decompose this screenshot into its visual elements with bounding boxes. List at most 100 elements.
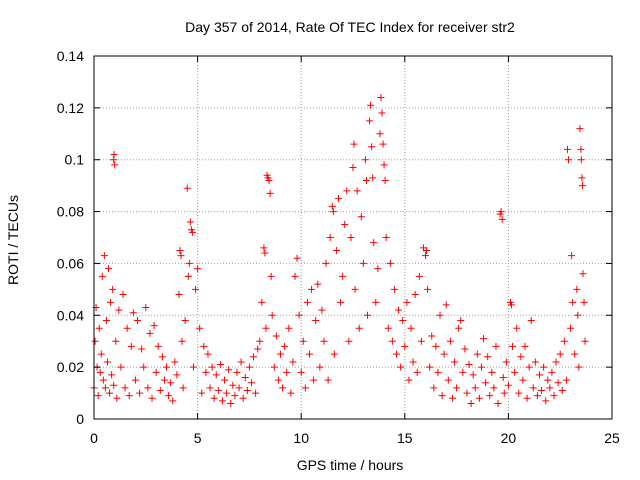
data-point	[138, 345, 146, 353]
data-point	[417, 337, 425, 345]
data-point	[535, 371, 543, 379]
data-point	[163, 363, 171, 371]
data-point	[235, 384, 243, 392]
data-point	[463, 389, 471, 397]
data-point	[189, 363, 197, 371]
data-point	[200, 342, 208, 350]
data-point	[110, 151, 118, 159]
data-point	[223, 389, 231, 397]
data-point	[399, 316, 407, 324]
data-point	[486, 392, 494, 400]
data-point	[183, 184, 191, 192]
data-point	[548, 368, 556, 376]
data-point	[177, 252, 185, 260]
data-point	[374, 265, 382, 273]
data-point	[239, 394, 247, 402]
data-point	[436, 311, 444, 319]
data-point	[560, 337, 568, 345]
data-point	[533, 392, 541, 400]
data-point	[542, 397, 550, 405]
data-point	[301, 384, 309, 392]
plot-frame	[93, 55, 613, 420]
data-point	[380, 161, 388, 169]
data-point	[328, 202, 336, 210]
data-point	[237, 358, 245, 366]
data-point	[121, 384, 129, 392]
data-point	[568, 252, 576, 260]
data-point	[498, 215, 506, 223]
data-point	[252, 389, 260, 397]
data-point	[455, 324, 463, 332]
data-point	[305, 350, 313, 358]
data-point	[196, 324, 204, 332]
data-point	[95, 324, 103, 332]
data-point	[368, 143, 376, 151]
data-point	[289, 358, 297, 366]
data-point	[393, 350, 401, 358]
x-tick-label: 0	[90, 430, 98, 446]
x-axis-ticks: 0 5 10 15 20 25	[90, 56, 620, 446]
data-point	[423, 246, 431, 254]
data-point	[405, 376, 413, 384]
data-point	[268, 311, 276, 319]
data-point	[457, 316, 465, 324]
data-point	[409, 358, 417, 366]
y-tick-label: 0.06	[57, 255, 84, 271]
data-point	[117, 363, 125, 371]
data-point	[112, 337, 120, 345]
data-point	[508, 301, 516, 309]
data-point	[490, 384, 498, 392]
data-point	[444, 376, 452, 384]
data-point	[350, 140, 358, 148]
data-point	[378, 109, 386, 117]
data-point	[106, 389, 114, 397]
data-point	[575, 363, 583, 371]
data-point	[515, 389, 523, 397]
data-point	[401, 342, 409, 350]
data-point	[484, 353, 492, 361]
data-point	[285, 324, 293, 332]
data-point	[413, 368, 421, 376]
data-point	[461, 345, 469, 353]
data-point	[291, 272, 299, 280]
data-point	[274, 376, 282, 384]
data-point	[210, 394, 218, 402]
data-point	[579, 182, 587, 190]
data-point	[426, 363, 434, 371]
data-point	[359, 259, 367, 267]
data-point	[577, 145, 585, 153]
data-point	[254, 345, 262, 353]
data-point	[366, 117, 374, 125]
data-point	[332, 246, 340, 254]
data-point	[442, 301, 450, 309]
data-point	[453, 384, 461, 392]
data-point	[523, 394, 531, 402]
data-point	[198, 389, 206, 397]
data-point	[379, 140, 387, 148]
data-point	[403, 298, 411, 306]
data-point	[261, 249, 269, 257]
data-point	[473, 350, 481, 358]
data-point	[243, 386, 251, 394]
data-point	[580, 298, 588, 306]
data-point	[544, 376, 552, 384]
data-point	[303, 298, 311, 306]
data-point	[388, 337, 396, 345]
data-point	[349, 163, 357, 171]
data-point	[154, 342, 162, 350]
data-point	[438, 392, 446, 400]
data-point	[96, 368, 104, 376]
data-point	[440, 350, 448, 358]
grid-lines	[94, 56, 612, 419]
data-point	[475, 394, 483, 402]
data-point	[97, 350, 105, 358]
data-point	[556, 350, 564, 358]
data-point	[527, 316, 535, 324]
data-point	[204, 350, 212, 358]
data-point	[563, 145, 571, 153]
x-tick-label: 15	[397, 430, 413, 446]
data-point	[258, 298, 266, 306]
data-point	[188, 228, 196, 236]
data-point	[480, 335, 488, 343]
data-point	[339, 272, 347, 280]
